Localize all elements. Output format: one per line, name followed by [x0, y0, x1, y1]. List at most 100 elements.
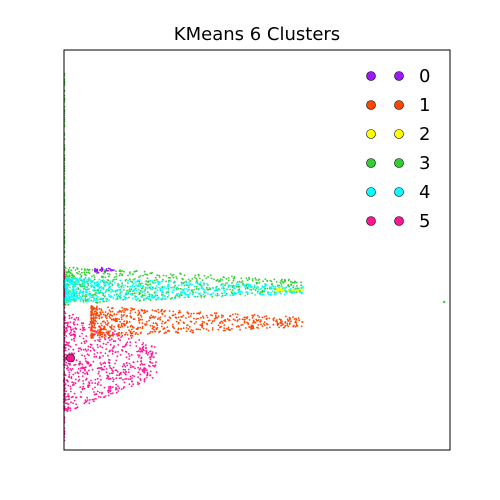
data-point-3 — [113, 276, 116, 279]
data-point-4 — [189, 282, 192, 285]
data-point-3 — [179, 287, 182, 290]
data-point-4 — [174, 294, 177, 297]
data-point-1 — [129, 309, 132, 312]
data-point-5 — [102, 355, 104, 357]
data-point-4 — [165, 292, 168, 294]
data-point-4 — [108, 299, 110, 302]
data-point-4 — [98, 283, 101, 286]
data-point-4 — [149, 286, 152, 288]
data-point-1 — [120, 314, 123, 316]
data-point-1 — [196, 312, 198, 315]
data-point-3 — [93, 278, 96, 281]
data-point-4 — [113, 278, 116, 281]
data-point-4 — [176, 286, 179, 289]
data-point-3 — [174, 284, 177, 287]
legend-marker-4 — [394, 187, 404, 197]
data-point-3 — [255, 281, 258, 284]
data-point-1 — [163, 332, 166, 335]
data-point-5 — [74, 382, 77, 385]
data-point-5 — [142, 342, 145, 344]
data-point-1 — [219, 322, 221, 325]
data-point-5 — [85, 340, 87, 342]
data-point-1 — [95, 306, 98, 309]
data-point-4 — [145, 286, 148, 289]
data-point-3 — [105, 300, 108, 303]
data-point-1 — [104, 316, 107, 318]
data-point-5 — [70, 338, 73, 341]
data-point-5 — [108, 364, 111, 367]
data-point-4 — [103, 283, 105, 286]
data-point-4 — [75, 291, 78, 293]
data-point-1 — [146, 320, 148, 323]
data-point-4 — [102, 286, 105, 289]
data-point-3 — [76, 267, 78, 269]
data-point-4 — [90, 281, 93, 284]
data-point-4 — [302, 285, 304, 288]
data-point-4 — [153, 295, 156, 298]
data-point-4 — [274, 285, 277, 288]
data-point-1 — [92, 316, 95, 318]
data-point-3 — [102, 272, 105, 275]
data-point-1 — [259, 320, 261, 323]
data-point-5 — [97, 395, 100, 398]
data-point-4 — [79, 298, 82, 300]
data-point-5 — [130, 380, 133, 383]
data-point-3 — [227, 279, 230, 282]
data-point-5 — [118, 387, 120, 389]
data-point-4 — [65, 298, 68, 301]
data-point-5 — [70, 377, 73, 380]
data-point-4 — [84, 297, 87, 300]
data-point-4 — [171, 291, 174, 294]
data-point-5 — [68, 374, 71, 376]
data-point-3 — [232, 279, 235, 282]
data-point-5 — [67, 407, 70, 410]
data-point-1 — [177, 328, 180, 331]
data-point-5 — [77, 347, 80, 350]
data-point-3 — [192, 291, 195, 294]
data-point-1 — [100, 316, 103, 319]
data-point-1 — [141, 309, 144, 312]
data-point-4 — [109, 280, 111, 283]
data-point-4 — [167, 281, 170, 283]
data-point-5 — [138, 354, 141, 357]
data-point-4 — [244, 294, 247, 297]
data-point-1 — [157, 317, 160, 320]
data-point-5 — [137, 366, 140, 369]
data-point-5 — [100, 366, 103, 369]
data-point-5 — [108, 377, 111, 380]
data-point-5 — [93, 393, 96, 396]
data-point-3 — [119, 269, 121, 271]
data-point-4 — [186, 281, 188, 284]
data-point-5 — [80, 342, 83, 344]
data-point-1 — [100, 322, 102, 325]
legend-label-4: 4 — [419, 182, 430, 203]
data-point-5 — [72, 328, 74, 330]
data-point-1 — [284, 315, 287, 318]
data-point-4 — [74, 295, 76, 298]
data-point-3 — [85, 299, 88, 302]
data-point-5 — [96, 344, 99, 346]
data-point-4 — [267, 293, 270, 295]
data-point-5 — [107, 394, 110, 397]
data-point-1 — [225, 327, 228, 330]
data-point-1 — [254, 321, 257, 324]
data-point-5 — [69, 326, 72, 329]
data-point-5 — [87, 348, 89, 351]
data-point-5 — [66, 329, 68, 332]
data-point-1 — [112, 318, 115, 321]
data-point-4 — [65, 277, 68, 279]
data-point-5 — [67, 362, 70, 365]
data-point-3 — [151, 271, 153, 274]
data-point-5 — [65, 379, 68, 382]
data-point-5 — [72, 384, 74, 387]
data-point-3 — [231, 275, 233, 278]
data-point-5 — [84, 348, 87, 350]
data-point-4 — [243, 284, 246, 286]
data-point-3 — [180, 281, 183, 284]
data-point-1 — [98, 336, 101, 339]
data-point-1 — [199, 311, 202, 313]
data-point-5 — [79, 360, 81, 363]
data-point-1 — [247, 323, 250, 325]
data-point-5 — [110, 338, 113, 341]
data-point-1 — [272, 319, 275, 322]
